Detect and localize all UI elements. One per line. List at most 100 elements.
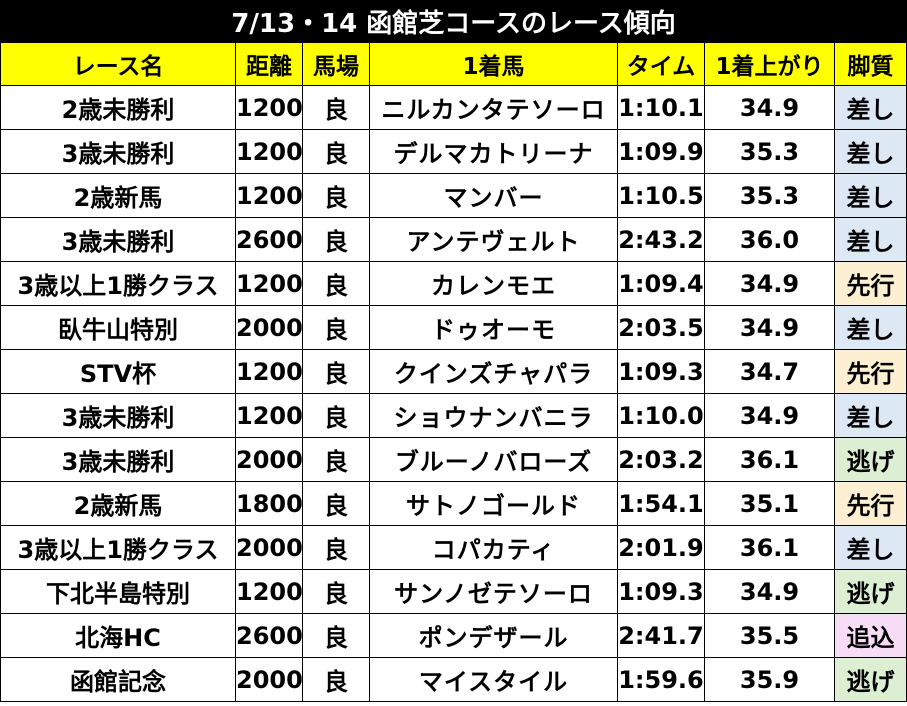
track-condition-cell: 良 bbox=[302, 437, 370, 482]
winner-cell: デルマカトリーナ bbox=[369, 129, 618, 174]
header-track-condition: 馬場 bbox=[302, 42, 370, 86]
race-name-cell: 下北半島特別 bbox=[0, 569, 236, 614]
table-row: 北海HC 2600 良ポンデザール 2:41.7 35.5 追込 bbox=[0, 613, 907, 658]
track-condition-cell: 良 bbox=[302, 657, 370, 702]
last3f-cell: 35.5 bbox=[704, 613, 835, 658]
last3f-cell: 36.1 bbox=[704, 525, 835, 570]
winner-cell: ショウナンバニラ bbox=[369, 393, 618, 438]
time-cell: 1:10.5 bbox=[617, 173, 705, 218]
header-distance: 距離 bbox=[235, 42, 303, 86]
table-row: 臥牛山特別 2000 良ドゥオーモ 2:03.5 34.9 差し bbox=[0, 305, 907, 350]
table-row: 3歳未勝利 2600 良アンテヴェルト 2:43.2 36.0 差し bbox=[0, 217, 907, 262]
winner-cell: アンテヴェルト bbox=[369, 217, 618, 262]
distance-cell: 1200 bbox=[235, 261, 303, 306]
time-cell: 1:09.3 bbox=[617, 349, 705, 394]
distance-cell: 1200 bbox=[235, 393, 303, 438]
last3f-cell: 35.1 bbox=[704, 481, 835, 526]
distance-cell: 2000 bbox=[235, 437, 303, 482]
track-condition-cell: 良 bbox=[302, 129, 370, 174]
race-name-cell: 3歳未勝利 bbox=[0, 217, 236, 262]
running-style-cell: 差し bbox=[834, 85, 907, 130]
last3f-cell: 34.7 bbox=[704, 349, 835, 394]
distance-cell: 2000 bbox=[235, 305, 303, 350]
running-style-cell: 先行 bbox=[834, 261, 907, 306]
winner-cell: サトノゴールド bbox=[369, 481, 618, 526]
winner-cell: ドゥオーモ bbox=[369, 305, 618, 350]
winner-cell: カレンモエ bbox=[369, 261, 618, 306]
running-style-cell: 逃げ bbox=[834, 569, 907, 614]
distance-cell: 1200 bbox=[235, 569, 303, 614]
sheet-title: 7/13・14 函館芝コースのレース傾向 bbox=[0, 0, 907, 42]
winner-cell: ニルカンタテソーロ bbox=[369, 85, 618, 130]
race-name-cell: 3歳未勝利 bbox=[0, 129, 236, 174]
distance-cell: 2000 bbox=[235, 525, 303, 570]
last3f-cell: 34.9 bbox=[704, 569, 835, 614]
distance-cell: 2600 bbox=[235, 613, 303, 658]
running-style-cell: 差し bbox=[834, 129, 907, 174]
race-name-cell: 3歳未勝利 bbox=[0, 437, 236, 482]
running-style-cell: 差し bbox=[834, 525, 907, 570]
last3f-cell: 36.0 bbox=[704, 217, 835, 262]
last3f-cell: 36.1 bbox=[704, 437, 835, 482]
header-winner: 1着馬 bbox=[369, 42, 618, 86]
race-name-cell: STV杯 bbox=[0, 349, 236, 394]
table-row: 3歳以上1勝クラス 1200 良カレンモエ 1:09.4 34.9 先行 bbox=[0, 261, 907, 306]
header-time: タイム bbox=[617, 42, 705, 86]
distance-cell: 1200 bbox=[235, 129, 303, 174]
last3f-cell: 34.9 bbox=[704, 261, 835, 306]
race-name-cell: 3歳以上1勝クラス bbox=[0, 261, 236, 306]
running-style-cell: 差し bbox=[834, 217, 907, 262]
time-cell: 2:43.2 bbox=[617, 217, 705, 262]
track-condition-cell: 良 bbox=[302, 217, 370, 262]
time-cell: 1:09.9 bbox=[617, 129, 705, 174]
time-cell: 1:10.1 bbox=[617, 85, 705, 130]
distance-cell: 1200 bbox=[235, 173, 303, 218]
table-row: 3歳未勝利 2000 良ブルーノバローズ 2:03.2 36.1 逃げ bbox=[0, 437, 907, 482]
race-name-cell: 3歳未勝利 bbox=[0, 393, 236, 438]
winner-cell: マイスタイル bbox=[369, 657, 618, 702]
track-condition-cell: 良 bbox=[302, 569, 370, 614]
last3f-cell: 34.9 bbox=[704, 85, 835, 130]
winner-cell: ポンデザール bbox=[369, 613, 618, 658]
track-condition-cell: 良 bbox=[302, 349, 370, 394]
winner-cell: クインズチャパラ bbox=[369, 349, 618, 394]
running-style-cell: 差し bbox=[834, 393, 907, 438]
time-cell: 2:03.5 bbox=[617, 305, 705, 350]
table-row: 函館記念 2000 良マイスタイル 1:59.6 35.9 逃げ bbox=[0, 657, 907, 702]
race-name-cell: 3歳以上1勝クラス bbox=[0, 525, 236, 570]
table-body: 2歳未勝利 1200 良ニルカンタテソーロ 1:10.1 34.9 差し 3歳未勝利 1200… bbox=[0, 85, 907, 702]
table-row: 2歳未勝利 1200 良ニルカンタテソーロ 1:10.1 34.9 差し bbox=[0, 85, 907, 130]
winner-cell: コパカティ bbox=[369, 525, 618, 570]
track-condition-cell: 良 bbox=[302, 525, 370, 570]
time-cell: 2:03.2 bbox=[617, 437, 705, 482]
distance-cell: 1800 bbox=[235, 481, 303, 526]
winner-cell: マンバー bbox=[369, 173, 618, 218]
table-row: STV杯 1200 良クインズチャパラ 1:09.3 34.7 先行 bbox=[0, 349, 907, 394]
table-row: 3歳未勝利 1200 良ショウナンバニラ 1:10.0 34.9 差し bbox=[0, 393, 907, 438]
distance-cell: 1200 bbox=[235, 349, 303, 394]
table-row: 2歳新馬 1800 良サトノゴールド 1:54.1 35.1 先行 bbox=[0, 481, 907, 526]
running-style-cell: 先行 bbox=[834, 349, 907, 394]
winner-cell: ブルーノバローズ bbox=[369, 437, 618, 482]
table-row: 3歳以上1勝クラス 2000 良コパカティ 2:01.9 36.1 差し bbox=[0, 525, 907, 570]
track-condition-cell: 良 bbox=[302, 481, 370, 526]
header-running-style: 脚質 bbox=[834, 42, 907, 86]
track-condition-cell: 良 bbox=[302, 613, 370, 658]
time-cell: 1:10.0 bbox=[617, 393, 705, 438]
race-name-cell: 2歳新馬 bbox=[0, 173, 236, 218]
last3f-cell: 34.9 bbox=[704, 393, 835, 438]
header-race-name: レース名 bbox=[0, 42, 236, 86]
running-style-cell: 先行 bbox=[834, 481, 907, 526]
time-cell: 1:54.1 bbox=[617, 481, 705, 526]
race-results-table: レース名 距離 馬場 1着馬 タイム 1着上がり 脚質 2歳未勝利 1200 良ニル… bbox=[0, 42, 907, 702]
race-name-cell: 2歳未勝利 bbox=[0, 85, 236, 130]
distance-cell: 2000 bbox=[235, 657, 303, 702]
time-cell: 2:01.9 bbox=[617, 525, 705, 570]
running-style-cell: 逃げ bbox=[834, 437, 907, 482]
time-cell: 1:09.3 bbox=[617, 569, 705, 614]
race-name-cell: 2歳新馬 bbox=[0, 481, 236, 526]
last3f-cell: 35.3 bbox=[704, 129, 835, 174]
table-row: 3歳未勝利 1200 良デルマカトリーナ 1:09.9 35.3 差し bbox=[0, 129, 907, 174]
distance-cell: 1200 bbox=[235, 85, 303, 130]
